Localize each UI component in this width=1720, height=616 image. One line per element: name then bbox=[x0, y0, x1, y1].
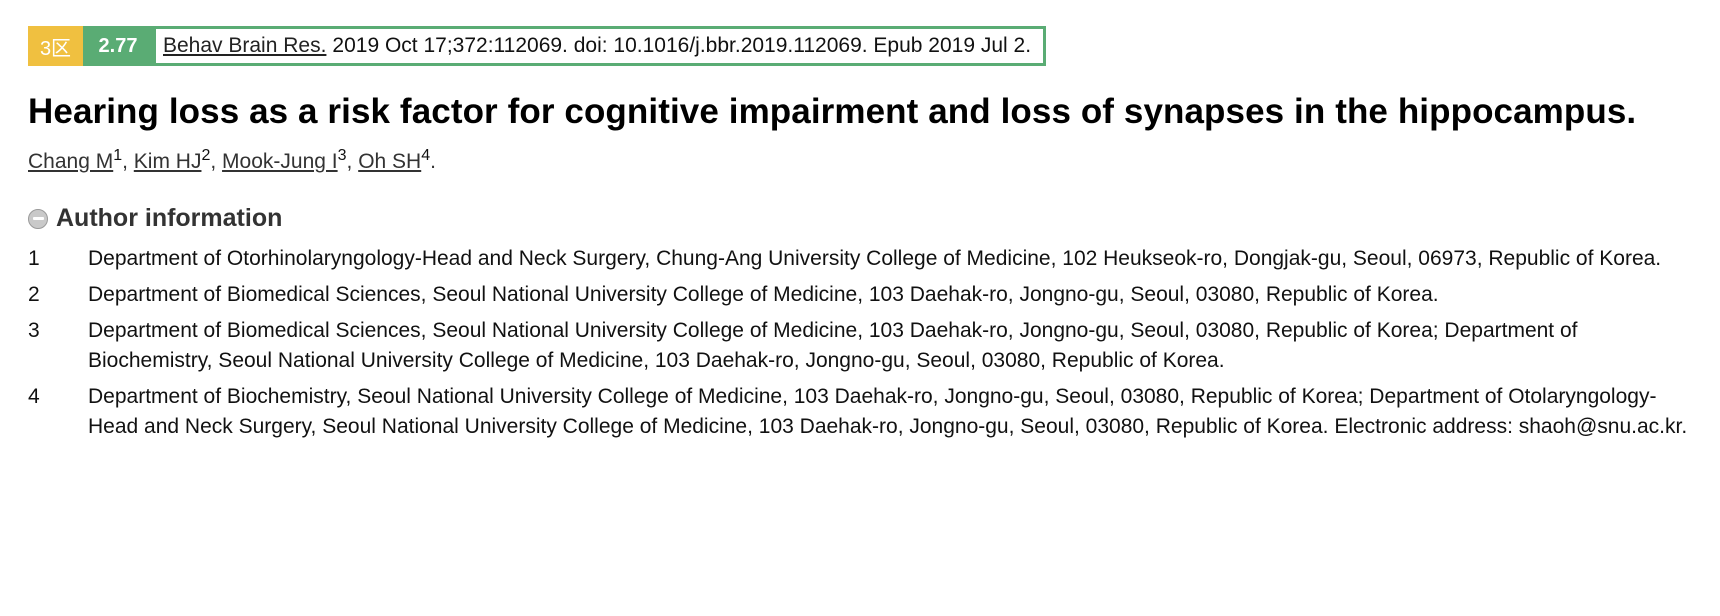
author-link[interactable]: Chang M bbox=[28, 150, 114, 173]
author-affiliation-sup: 4 bbox=[421, 147, 431, 164]
affiliation-number: 4 bbox=[28, 385, 40, 408]
journal-link[interactable]: Behav Brain Res. bbox=[163, 34, 327, 57]
author-list: Chang M1, Kim HJ2, Mook-Jung I3, Oh SH4. bbox=[28, 147, 436, 174]
citation-box: Behav Brain Res. 2019 Oct 17;372:112069.… bbox=[153, 26, 1047, 66]
zone-badge: 3区 bbox=[28, 26, 83, 66]
article-title: Hearing loss as a risk factor for cognit… bbox=[28, 92, 1637, 131]
author-separator: , bbox=[122, 150, 134, 173]
affiliation-item: 1 Department of Otorhinolaryngology-Head … bbox=[28, 244, 1688, 274]
author-info-toggle[interactable]: Author information bbox=[28, 204, 282, 233]
affiliation-list: 1 Department of Otorhinolaryngology-Head … bbox=[28, 244, 1688, 448]
affiliation-text: Department of Biochemistry, Seoul Nation… bbox=[88, 385, 1688, 438]
citation-details: 2019 Oct 17;372:112069. doi: 10.1016/j.b… bbox=[332, 34, 1032, 57]
author-link[interactable]: Oh SH bbox=[358, 150, 422, 173]
author-separator: , bbox=[210, 150, 223, 173]
affiliation-number: 1 bbox=[28, 247, 40, 270]
affiliation-number: 3 bbox=[28, 319, 40, 342]
affiliation-text: Department of Biomedical Sciences, Seoul… bbox=[88, 319, 1578, 372]
citation-bar: 3区 2.77 Behav Brain Res. 2019 Oct 17;372… bbox=[28, 26, 1047, 66]
author-affiliation-sup: 2 bbox=[201, 147, 211, 164]
affiliation-number: 2 bbox=[28, 283, 40, 306]
author-affiliation-sup: 1 bbox=[113, 147, 123, 164]
collapse-icon[interactable] bbox=[28, 208, 48, 229]
author-link[interactable]: Kim HJ bbox=[133, 150, 202, 173]
affiliation-item: 2 Department of Biomedical Sciences, Seou… bbox=[28, 280, 1688, 310]
impact-factor-badge: 2.77 bbox=[83, 26, 153, 66]
author-link[interactable]: Mook-Jung I bbox=[222, 150, 338, 173]
author-separator: . bbox=[430, 150, 436, 173]
author-separator: , bbox=[346, 150, 359, 173]
affiliation-item: 3 Department of Biomedical Sciences, Seou… bbox=[28, 316, 1688, 376]
affiliation-text: Department of Otorhinolaryngology-Head a… bbox=[88, 247, 1662, 270]
author-affiliation-sup: 3 bbox=[337, 147, 347, 164]
affiliation-text: Department of Biomedical Sciences, Seoul… bbox=[88, 283, 1439, 306]
author-info-label: Author information bbox=[56, 204, 283, 232]
affiliation-item: 4 Department of Biochemistry, Seoul Natio… bbox=[28, 382, 1688, 442]
